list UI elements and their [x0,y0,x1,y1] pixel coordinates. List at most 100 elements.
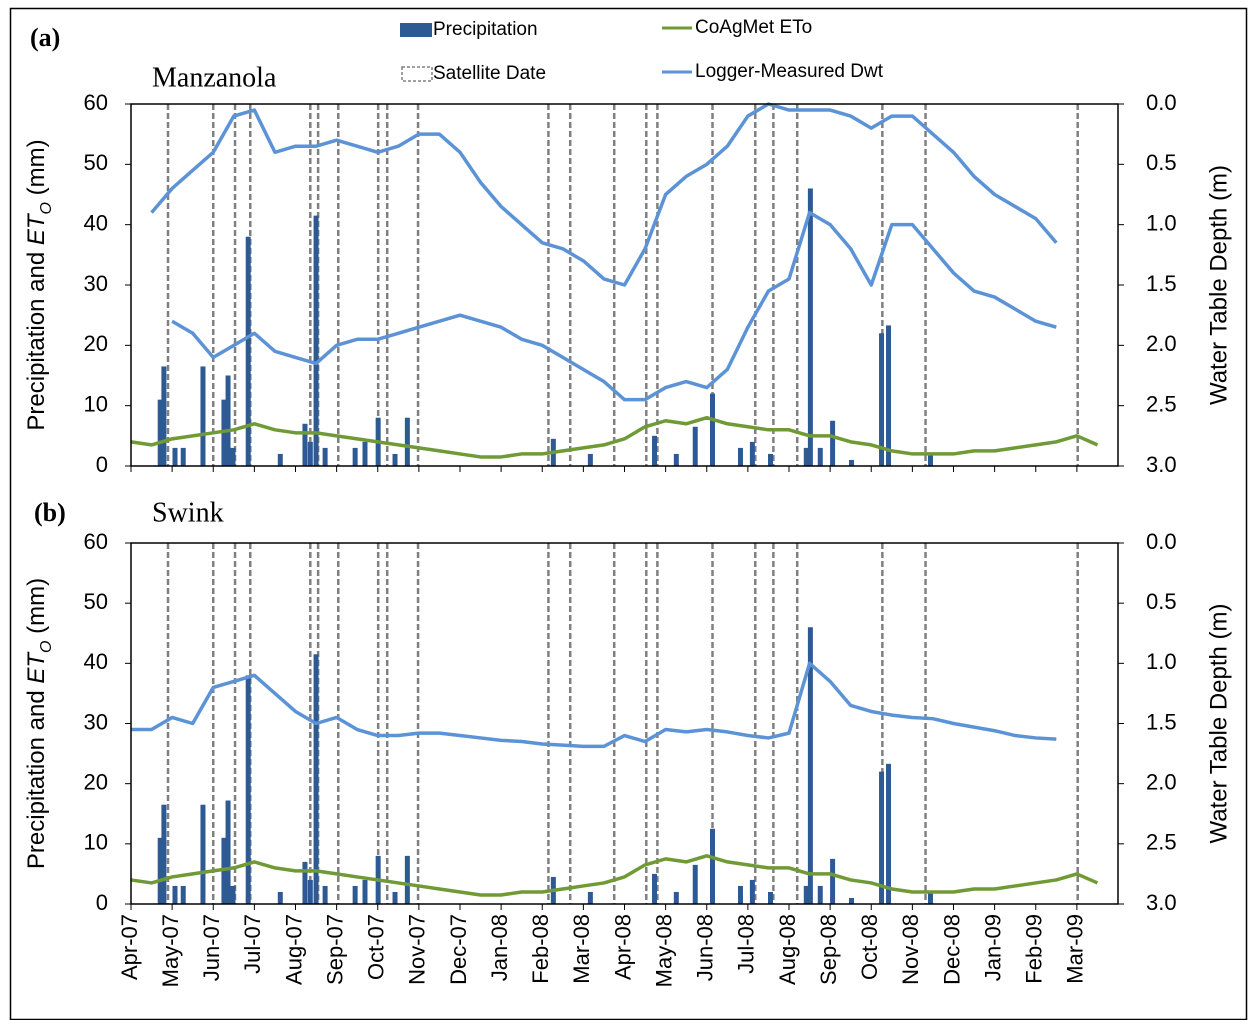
precipitation-bar [803,447,809,466]
y2-tick-label: 1.0 [1146,210,1177,235]
y2-tick-label: 0.5 [1146,150,1177,175]
site-name: Swink [152,497,224,528]
x-tick-label: Dec-07 [446,914,471,985]
x-tick-label: Dec-08 [939,914,964,985]
x-tick-label: May-08 [651,914,676,987]
precipitation-bar [302,861,308,904]
y-tick-label: 60 [84,529,108,554]
y2-tick-label: 0.5 [1146,589,1177,614]
precipitation-bar [767,891,773,904]
precipitation-bar [817,447,823,466]
y-tick-label: 10 [84,830,108,855]
y-tick-label: 60 [84,90,108,115]
x-tick-label: Feb-09 [1022,914,1047,984]
precipitation-bar [587,453,593,466]
precipitation-bar [277,453,283,466]
x-tick-label: Jan-09 [980,914,1005,981]
legend-swatch [401,66,433,82]
precipitation-bar [587,891,593,904]
precipitation-bar [307,441,313,466]
precipitation-bar [225,800,231,904]
series-line [130,415,1099,459]
panel-label: (b) [34,498,66,527]
x-tick-label: Mar-08 [569,914,594,984]
y-tick-label: 40 [84,210,108,235]
y-axis-label-part: Precipitation and [23,245,50,430]
precipitation-bar [927,453,933,466]
y-tick-label: 30 [84,709,108,734]
precipitation-bar [230,885,236,904]
x-tick-label: Oct-08 [857,914,882,980]
precipitation-bar [886,763,892,904]
precipitation-bar [803,885,809,904]
y2-tick-label: 1.5 [1146,709,1177,734]
precipitation-bar [200,366,206,466]
precipitation-bar [172,885,178,904]
precipitation-bar [879,333,885,466]
x-tick-label: Jun-08 [693,914,718,981]
precipitation-bar [322,447,328,466]
precipitation-bar [849,897,855,904]
y-tick-label: 50 [84,150,108,175]
precipitation-bar [392,453,398,466]
y-axis-label-part: Precipitation and [23,684,50,869]
precipitation-bar [302,423,308,466]
x-tick-label: Nov-08 [898,914,923,985]
y-axis-label: Precipitation and ETO (mm) [23,578,54,869]
precipitation-bar [673,891,679,904]
y-tick-label: 0 [96,452,108,477]
y2-axis-label: Water Table Depth (m) [1205,165,1232,405]
y2-tick-label: 3.0 [1146,452,1177,477]
precipitation-bar [245,675,251,904]
precipitation-bar [652,435,658,466]
series-line [171,210,1057,402]
precipitation-bar [362,441,368,466]
x-tick-label: Feb-08 [528,914,553,984]
precipitation-bar [161,804,167,904]
y-axis-label-part: O [38,641,55,653]
x-tick-label: Sep-07 [322,914,347,985]
precipitation-bar [277,891,283,904]
precipitation-bar [692,864,698,904]
legend-label: Precipitation [433,19,538,40]
precipitation-bar [807,627,813,904]
precipitation-bar [807,188,813,466]
x-tick-label: Apr-08 [610,914,635,980]
y-axis-label-part: ET [23,212,50,245]
x-tick-label: Jun-07 [199,914,224,981]
y-axis-label-part: O [38,202,55,214]
panel-label: (a) [30,23,60,52]
series-line [131,661,1057,749]
x-tick-label: Oct-07 [364,914,389,980]
y-tick-label: 30 [84,271,108,296]
x-tick-label: Aug-08 [775,914,800,985]
precipitation-bar [157,399,163,466]
site-name: Manzanola [152,62,277,93]
precipitation-bar [404,417,410,466]
precipitation-bar [710,393,716,466]
y2-tick-label: 0.0 [1146,529,1177,554]
y-axis-label: Precipitation and ETO (mm) [23,139,54,430]
precipitation-bar [710,828,716,904]
x-tick-label: Mar-09 [1063,914,1088,984]
legend-label: CoAgMet ETo [695,17,812,38]
y-tick-label: 0 [96,890,108,915]
y-axis-label-part: (mm) [23,578,50,641]
x-tick-label: Jan-08 [487,914,512,981]
precipitation-bar [392,891,398,904]
x-tick-label: Apr-07 [117,914,142,980]
precipitation-bar [886,325,892,466]
precipitation-bar [927,891,933,904]
x-tick-label: Aug-07 [281,914,306,985]
y2-tick-label: 2.5 [1146,830,1177,855]
y2-tick-label: 2.0 [1146,769,1177,794]
plot-frame [130,542,1119,905]
precipitation-bar [352,885,358,904]
precipitation-bar [404,855,410,904]
y-tick-label: 40 [84,649,108,674]
precipitation-bar [830,420,836,466]
precipitation-bar [180,447,186,466]
precipitation-bar [172,447,178,466]
precipitation-bar [692,426,698,466]
